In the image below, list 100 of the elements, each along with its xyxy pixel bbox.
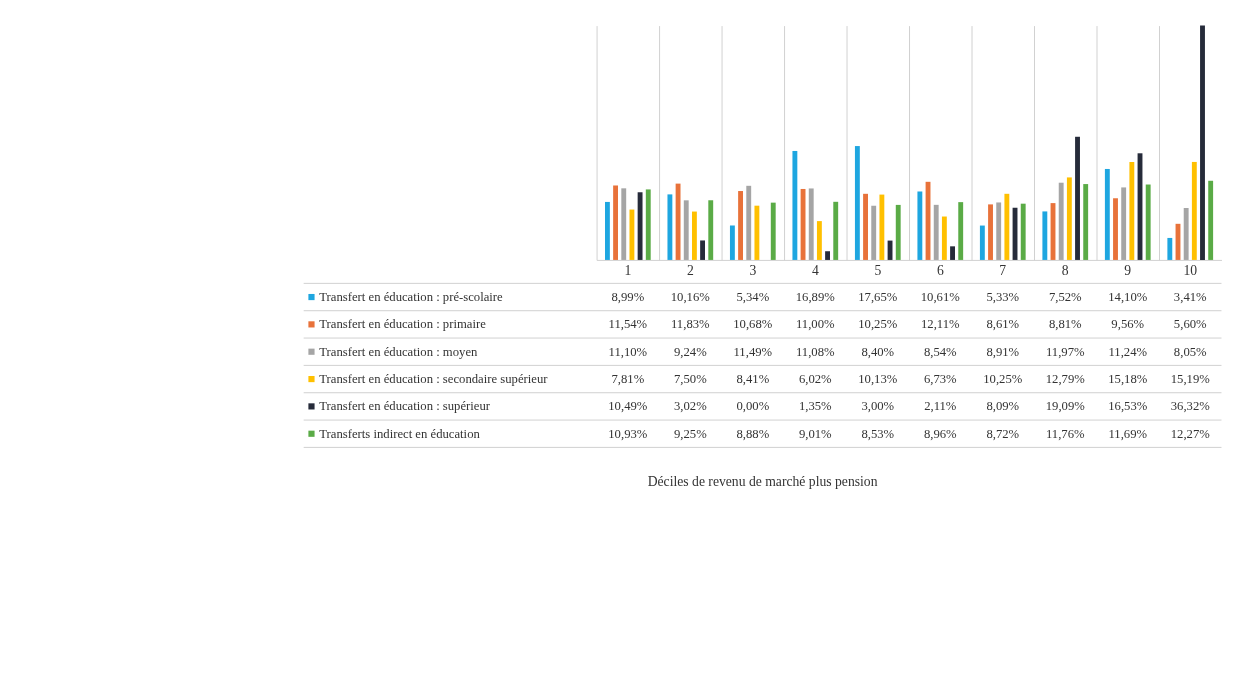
legend-label: Transfert en éducation : moyen	[319, 344, 479, 359]
data-label: 8,61%	[986, 317, 1020, 332]
data-label: 3,41%	[1173, 289, 1208, 304]
data-label: 8,40%	[861, 344, 895, 359]
bar	[770, 202, 776, 260]
data-label: 10,25%	[858, 317, 898, 332]
x-tick-label: 1	[624, 263, 632, 279]
bar	[1200, 25, 1205, 260]
bar	[1208, 180, 1214, 260]
data-label: 11,97%	[1045, 344, 1086, 359]
data-label: 5,33%	[986, 289, 1020, 304]
bar	[629, 209, 635, 260]
bar	[979, 225, 985, 260]
data-label: 15,18%	[1108, 371, 1148, 386]
data-label: 8,88%	[736, 426, 770, 441]
x-tick-label: 7	[999, 263, 1007, 279]
bar	[746, 185, 752, 260]
text: Déciles de revenu de marché plus pension	[647, 474, 878, 490]
data-label: 8,53%	[861, 426, 895, 441]
bar	[1066, 177, 1072, 260]
bar	[941, 216, 947, 260]
data-label: 12,79%	[1045, 371, 1086, 386]
data-label: 7,52%	[1048, 289, 1083, 304]
data-label: 3,02%	[673, 399, 708, 414]
bar	[933, 204, 939, 260]
bar	[613, 185, 619, 260]
data-label: 36,32%	[1170, 399, 1211, 414]
data-label: 10,49%	[608, 399, 648, 414]
data-label: 10,16%	[670, 289, 711, 304]
bar	[691, 211, 697, 260]
bar	[683, 200, 689, 260]
bar	[708, 200, 714, 260]
data-label: 14,10%	[1108, 289, 1148, 304]
data-label: 1,35%	[798, 399, 833, 414]
bar	[1191, 161, 1197, 260]
bar	[1075, 136, 1080, 260]
legend-label: Transfert en éducation : supérieur	[319, 399, 491, 414]
data-label: 12,11%	[920, 317, 961, 332]
bar	[1104, 168, 1110, 260]
data-label: 8,72%	[986, 426, 1020, 441]
x-tick-label: 6	[936, 263, 944, 279]
data-label: 8,41%	[736, 371, 770, 386]
bar	[1020, 203, 1026, 260]
bar	[738, 191, 743, 260]
bar	[871, 205, 877, 260]
data-label: 17,65%	[858, 289, 898, 304]
x-tick-label: 10	[1183, 263, 1198, 279]
x-tick-label: 5	[874, 263, 882, 279]
bar	[1042, 211, 1048, 260]
legend-label: Transfert en éducation : secondaire supérieur	[319, 371, 549, 386]
data-label: 9,24%	[673, 344, 708, 359]
data-label: 5,34%	[736, 289, 770, 304]
data-label: 3,00%	[861, 399, 895, 414]
bar	[816, 221, 822, 260]
data-label: 8,96%	[923, 426, 958, 441]
data-label: 12,27%	[1170, 426, 1211, 441]
data-label: 9,01%	[798, 426, 833, 441]
bar	[637, 192, 643, 260]
bar	[700, 240, 706, 260]
bar	[996, 202, 1002, 260]
data-label: 8,81%	[1048, 317, 1083, 332]
bar	[825, 251, 830, 260]
data-label: 19,09%	[1045, 399, 1086, 414]
bar	[988, 204, 993, 260]
data-label: 5,60%	[1173, 317, 1208, 332]
data-label: 11,83%	[671, 317, 711, 332]
data-label: 16,89%	[795, 289, 836, 304]
bar	[792, 150, 798, 260]
data-label: 8,54%	[923, 344, 958, 359]
legend-label: Transferts indirect en éducation	[319, 426, 481, 441]
bar	[1004, 193, 1010, 260]
data-label: 11,24%	[1108, 344, 1148, 359]
data-label: 7,50%	[673, 371, 708, 386]
data-label: 6,02%	[798, 371, 833, 386]
data-label: 11,69%	[1108, 426, 1148, 441]
data-label: 11,76%	[1045, 426, 1086, 441]
data-label: 11,54%	[608, 317, 648, 332]
bar	[621, 188, 627, 260]
data-label: 2,11%	[924, 399, 957, 414]
data-label: 8,09%	[986, 399, 1020, 414]
bar	[854, 146, 860, 260]
data-label: 16,53%	[1108, 399, 1148, 414]
data-label: 10,93%	[608, 426, 648, 441]
bar	[729, 225, 735, 260]
data-label: 9,25%	[673, 426, 708, 441]
data-label: 0,00%	[736, 399, 770, 414]
bar	[1083, 184, 1089, 260]
bar	[645, 189, 651, 260]
bar	[754, 205, 760, 260]
legend-label: Transfert en éducation : pré-scolaire	[319, 289, 504, 304]
data-label: 10,61%	[920, 289, 961, 304]
x-tick-label: 2	[686, 263, 694, 279]
data-label: 10,13%	[858, 371, 898, 386]
data-label: 15,19%	[1170, 371, 1211, 386]
x-tick-label: 4	[811, 263, 819, 279]
data-label: 10,25%	[983, 371, 1023, 386]
bar	[667, 194, 673, 260]
data-label: 8,91%	[986, 344, 1020, 359]
data-label: 11,08%	[795, 344, 836, 359]
bar	[1113, 198, 1118, 260]
